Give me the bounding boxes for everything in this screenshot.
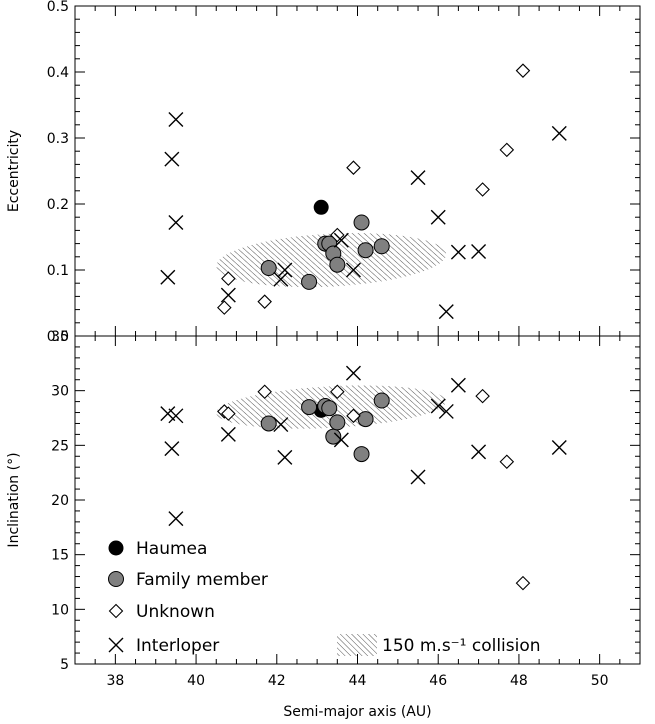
y-tick-label: 0.1 [47,263,69,279]
y-tick-label: 15 [51,548,69,564]
inclination-panel: 38 40 42 44 46 48 50 Semi-major axis (AU) 5 10 15 2… [6,329,641,720]
y-tick-label: 0.4 [47,65,69,81]
interloper-point [438,403,454,419]
interloper-point [471,244,487,260]
family-member-point [353,446,370,463]
unknown-point [217,300,232,315]
interloper-point [345,365,361,381]
interloper-point [273,417,289,433]
unknown-point [257,384,272,400]
interloper-point [220,287,236,303]
interloper-point [273,271,289,287]
family-member-point [373,392,390,409]
interloper-point [168,408,184,424]
interloper-point [333,232,349,248]
interloper-point [430,209,446,225]
unknown-point [515,575,531,591]
family-member-point [301,399,318,416]
legend-label: Interloper [136,636,219,656]
y-tick-label: 35 [51,329,69,345]
family-member-point [329,414,346,431]
unknown-point [499,142,515,158]
legend-marker-haumea [108,540,124,556]
y-tick-label: 0.3 [47,131,69,147]
unknown-point [221,271,236,286]
interloper-point [551,440,567,456]
unknown-point [475,388,490,404]
x-tick-label: 50 [591,673,609,689]
x-tick-label: 42 [268,673,286,689]
plot-frame [74,5,641,337]
family-member-point [357,242,374,259]
legend-label: Haumea [136,539,207,559]
family-member-point [321,400,338,417]
unknown-point [221,406,236,421]
interloper-point [450,244,466,260]
x-tick-label: 38 [106,673,124,689]
family-member-point [353,214,370,231]
unknown-point [499,454,515,470]
legend-label: Unknown [136,602,215,622]
interloper-point [168,112,184,128]
legend-label: Family member [136,570,268,590]
interloper-point [277,262,293,278]
interloper-point [277,449,293,465]
family-member-point [260,415,277,432]
interloper-point [450,377,466,393]
unknown-point [475,182,490,197]
family-member-point [301,273,318,290]
unknown-point [257,294,272,309]
unknown-point [330,384,345,400]
x-tick-label: 48 [510,673,528,689]
eccentricity-axis-label: Eccentricity [6,130,22,212]
x-tick-label: 46 [429,673,447,689]
interloper-point [438,304,454,320]
x-tick-label: 40 [187,673,205,689]
y-tick-label: 5 [60,657,69,673]
unknown-point [515,63,531,78]
y-tick-label: 0.2 [47,197,69,213]
interloper-point [430,398,446,414]
interloper-point [551,125,567,141]
interloper-point [471,444,487,460]
legend-marker-interloper [108,637,124,653]
interloper-point [168,511,184,527]
family-member-point [357,411,374,428]
legend: Haumea Family member Unknown Interloper 150 … [108,539,541,656]
y-tick-label: 20 [51,493,69,509]
family-member-point [329,256,346,273]
interloper-point [164,151,180,167]
legend-marker-unknown [108,603,124,619]
unknown-point [346,408,361,424]
interloper-point [345,262,361,278]
y-tick-label: 0.0 [47,329,69,345]
interloper-point [333,432,349,448]
y-tick-label: 0.5 [47,0,69,15]
y-tick-label: 30 [51,384,69,400]
unknown-point [330,227,345,243]
interloper-point [168,214,184,230]
interloper-point [160,269,176,285]
family-member-point [260,260,277,277]
interloper-point [164,441,180,457]
x-tick-label: 44 [349,673,367,689]
family-member-point [373,238,390,255]
interloper-point [220,426,236,442]
legend-marker-family-member [108,571,124,587]
unknown-point [346,160,361,175]
interloper-point [410,170,426,186]
haumea-point [313,199,329,215]
x-axis-label: Semi-major axis (AU) [283,704,431,720]
legend-collision-swatch [337,634,377,656]
y-tick-label: 10 [51,602,69,618]
inclination-axis-label: Inclination (°) [6,452,22,547]
y-tick-label: 25 [51,438,69,454]
interloper-point [410,469,426,485]
eccentricity-panel: 0.0 0.1 0.2 0.3 0.4 0.5 Eccentricity [6,0,641,345]
legend-collision-label: 150 m.s⁻¹ collision [382,636,541,656]
